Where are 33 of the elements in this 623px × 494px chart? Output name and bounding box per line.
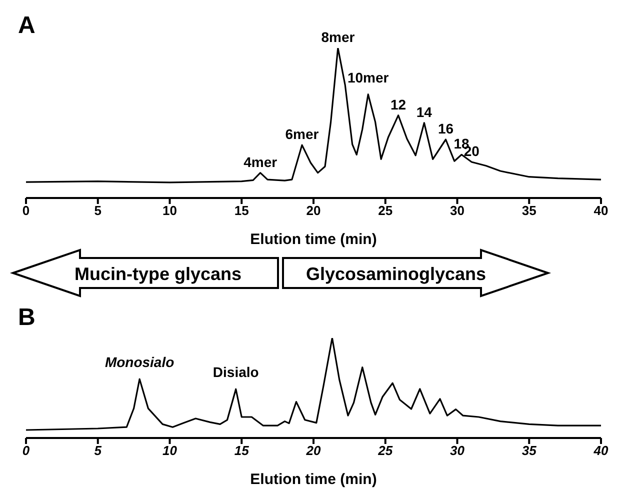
x-axis-title: Elution time (min) (250, 471, 377, 488)
chart-title: A (18, 12, 36, 40)
x-tick-label: 15 (234, 443, 250, 458)
x-tick-label: 10 (162, 203, 177, 218)
annotation: 6mer (285, 126, 320, 142)
annotation: 8mer (321, 29, 356, 45)
x-axis-title: Elution time (min) (250, 231, 377, 248)
x-tick-label: 30 (450, 203, 464, 218)
annotation: 10mer (347, 69, 390, 86)
chart-title: B (18, 304, 36, 332)
x-tick-label: 20 (306, 203, 321, 218)
x-tick-label: 25 (378, 203, 393, 218)
x-tick-label: 20 (305, 443, 322, 458)
annotation: 4mer (244, 154, 278, 170)
x-tick-label: 35 (522, 203, 536, 218)
annotation: 16 (438, 120, 454, 136)
x-tick-label: 40 (594, 203, 608, 218)
x-tick-label: 0 (22, 443, 30, 458)
text: Glycosaminoglycans (306, 264, 486, 284)
text: Mucin-type glycans (74, 264, 242, 284)
x-tick-label: 0 (22, 203, 30, 218)
annotation: Disialo (212, 364, 259, 380)
annotation: Monosialo (104, 354, 175, 370)
annotation: 12 (390, 96, 406, 112)
x-tick-label: 15 (234, 203, 249, 218)
x-tick-label: 40 (592, 443, 609, 458)
x-tick-label: 10 (162, 443, 178, 458)
x-tick-label: 5 (94, 443, 102, 458)
x-tick-label: 5 (94, 203, 102, 218)
annotation: 14 (416, 104, 432, 120)
x-tick-label: 30 (450, 443, 466, 458)
x-tick-label: 35 (522, 443, 538, 458)
x-tick-label: 25 (377, 443, 394, 458)
